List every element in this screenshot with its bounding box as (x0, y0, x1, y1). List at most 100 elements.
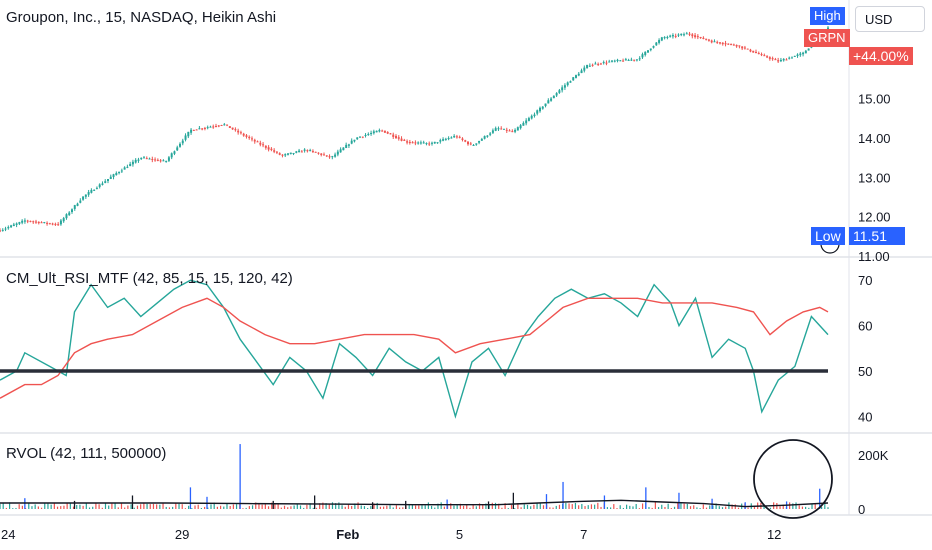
candle-body (62, 218, 65, 222)
candle-body (284, 154, 287, 156)
candle-body (685, 33, 688, 35)
candle-body (522, 122, 525, 126)
candle-body (7, 227, 10, 229)
candle-body (278, 153, 281, 155)
candle-body (57, 224, 60, 226)
candle-body (536, 110, 539, 114)
candle-body (680, 33, 683, 36)
candle-body (176, 147, 179, 151)
volume-average-line (0, 499, 829, 508)
candle-body (245, 135, 248, 137)
candle-body (192, 129, 195, 131)
candle-body (763, 55, 766, 57)
candle-body (804, 50, 807, 54)
rsi-indicator-title: CM_Ult_RSI_MTF (42, 85, 15, 15, 120, 42) (6, 270, 293, 287)
candle-body (741, 46, 744, 49)
candle-body (547, 100, 550, 104)
candle-body (475, 143, 478, 145)
candle-body (447, 138, 450, 140)
candle-body (320, 153, 323, 155)
candle-body (611, 60, 613, 62)
candle-body (234, 129, 237, 131)
candle-body (622, 60, 625, 62)
candle-body (760, 54, 763, 56)
candle-body (364, 134, 367, 136)
candle-body (467, 141, 469, 145)
candle-body (140, 157, 143, 160)
candle-body (43, 222, 46, 224)
candle-body (511, 131, 514, 133)
candle-body (674, 35, 677, 37)
candle-body (724, 43, 727, 45)
candle-body (588, 65, 591, 67)
candle-body (735, 44, 738, 47)
candle-body (264, 145, 267, 148)
candle-body (370, 132, 373, 135)
candle-body (237, 130, 240, 133)
candle-body (101, 183, 104, 185)
candle-body (392, 134, 395, 137)
candle-body (779, 59, 782, 62)
candle-body (347, 144, 350, 146)
candle-body (691, 34, 694, 37)
candle-body (630, 59, 633, 61)
candle-body (295, 151, 298, 153)
annotation-circle (753, 439, 833, 519)
candle-body (220, 125, 223, 127)
candle-body (395, 135, 397, 139)
candle-body (115, 172, 118, 176)
candle-body (774, 59, 777, 61)
candle-body (118, 171, 121, 174)
candle-body (752, 50, 755, 53)
candle-body (29, 220, 32, 222)
candle-body (442, 139, 445, 141)
candle-body (267, 147, 270, 150)
currency-select[interactable]: USD (855, 6, 925, 32)
candle-body (292, 152, 295, 154)
price-chart-title: Groupon, Inc., 15, NASDAQ, Heikin Ashi (6, 9, 276, 26)
candle-body (525, 120, 528, 124)
candle-body (683, 34, 685, 36)
candle-body (228, 126, 231, 129)
candle-body (0, 230, 1, 232)
candle-body (436, 142, 439, 144)
candle-body (608, 61, 611, 63)
price-change-badge: +44.00% (849, 47, 913, 65)
candle-body (309, 150, 312, 152)
candle-body (743, 47, 746, 49)
candle-body (71, 209, 73, 213)
candle-body (65, 214, 68, 219)
candle-body (137, 159, 140, 161)
candle-body (738, 45, 741, 47)
candle-body (287, 153, 289, 155)
candle-body (713, 41, 716, 43)
candle-body (486, 135, 489, 137)
candle-body (21, 220, 24, 223)
candle-body (311, 150, 314, 152)
candle-body (419, 142, 422, 144)
candle-body (1, 229, 4, 231)
candle-body (566, 82, 569, 86)
candle-body (730, 44, 733, 46)
price-axis-tick: 15.00 (858, 92, 891, 107)
low-label-badge: Low (811, 227, 845, 245)
candle-body (533, 114, 536, 117)
candle-body (73, 205, 76, 209)
candle-body (181, 140, 184, 144)
candle-body (201, 128, 204, 130)
candle-body (12, 224, 15, 227)
candle-body (771, 58, 774, 60)
price-axis-tick: 11.00 (858, 249, 890, 264)
candle-body (223, 124, 226, 126)
candle-body (599, 63, 602, 65)
candle-body (334, 154, 337, 157)
candle-body (749, 49, 752, 52)
candle-body (400, 138, 403, 141)
candle-body (35, 221, 37, 223)
candle-body (148, 158, 151, 160)
candle-body (109, 176, 112, 179)
price-axis-tick: 12.00 (858, 210, 891, 225)
rsi-line (0, 279, 829, 419)
candle-body (483, 136, 486, 139)
